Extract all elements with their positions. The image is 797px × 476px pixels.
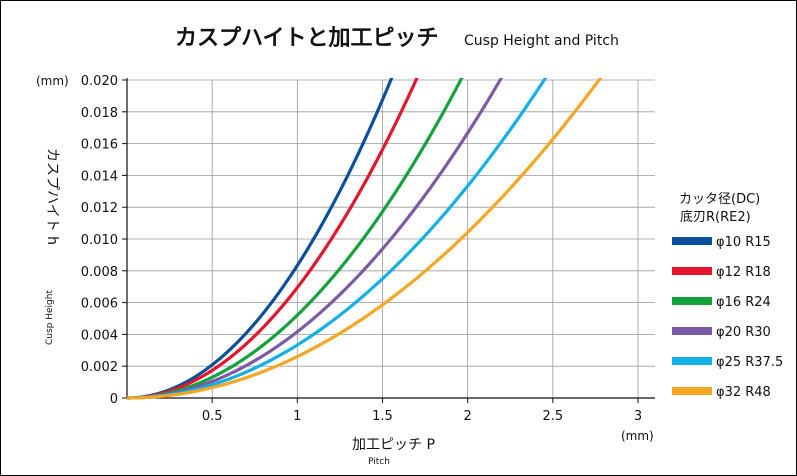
series-line (127, 78, 504, 400)
x-tick-label: 2.5 (542, 409, 563, 424)
x-axis-label-en: Pitch (368, 457, 390, 467)
legend-label: φ12 R18 (716, 265, 771, 280)
legend-label: φ25 R37.5 (716, 355, 783, 370)
series-lines (127, 78, 603, 400)
legend-swatch (672, 357, 712, 365)
y-unit-label: (mm) (36, 74, 69, 88)
y-tick-label: 0.002 (81, 360, 118, 375)
y-tick-label: 0.012 (81, 201, 118, 216)
legend-swatch (672, 297, 712, 305)
legend-title-line2: 底刃R(RE2) (680, 209, 751, 225)
x-tick-label: 2 (464, 409, 472, 424)
series-line (127, 78, 419, 400)
y-axis-label-en: Cusp Height (45, 290, 55, 345)
axes (122, 78, 655, 403)
legend-title-line1: カッタ径(DC) (679, 192, 760, 207)
x-tick-labels: 0.5 1 1.5 2 2.5 3 (202, 409, 642, 424)
y-tick-label: 0.016 (81, 138, 118, 153)
series-line (127, 78, 394, 400)
chart-title: カスプハイトと加工ピッチ (175, 26, 439, 51)
y-tick-label: 0.004 (81, 328, 118, 343)
x-tick-label: 0.5 (202, 409, 223, 424)
legend-label: φ32 R48 (716, 385, 771, 400)
y-tick-label: 0.008 (81, 265, 118, 280)
series-line (127, 78, 548, 400)
legend-label: φ10 R15 (716, 235, 771, 250)
x-tick-label: 1.5 (372, 409, 393, 424)
legend-swatch (672, 387, 712, 395)
y-tick-label: 0.006 (81, 297, 118, 312)
y-tick-labels: 0 0.002 0.004 0.006 0.008 0.010 0.012 0.014 0.01… (81, 74, 118, 407)
x-tick-label: 1 (293, 409, 301, 424)
legend-label: φ16 R24 (716, 295, 771, 310)
legend: φ10 R15 φ12 R18 φ16 R24 φ20 R30 φ25 R37.5 φ32… (672, 235, 783, 400)
y-tick-label: 0.014 (81, 169, 118, 184)
x-axis-label: 加工ピッチ P (352, 437, 435, 453)
legend-label: φ20 R30 (716, 325, 771, 340)
x-tick-label: 3 (634, 409, 642, 424)
chart-subtitle: Cusp Height and Pitch (464, 33, 619, 49)
y-tick-label: 0.020 (81, 74, 118, 89)
series-line (127, 78, 603, 400)
legend-swatch (672, 237, 712, 245)
y-tick-label: 0.018 (81, 106, 118, 121)
y-tick-label: 0 (110, 392, 118, 407)
series-line (127, 78, 464, 400)
legend-swatch (672, 267, 712, 275)
legend-swatch (672, 327, 712, 335)
x-unit-label: (mm) (621, 429, 654, 443)
y-axis-label: カスプハイト h (44, 148, 60, 245)
y-tick-label: 0.010 (81, 233, 118, 248)
